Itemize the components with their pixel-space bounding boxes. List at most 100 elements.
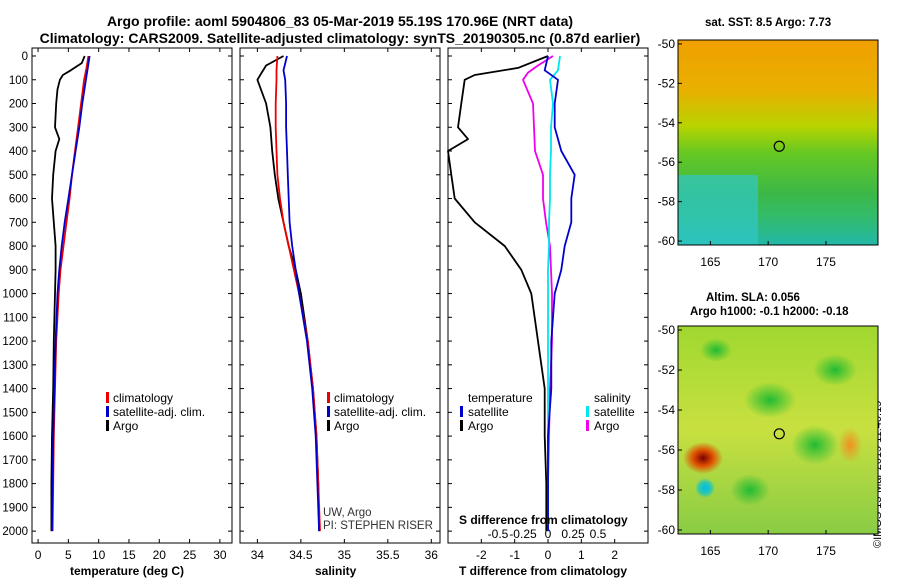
- series-line-salinity-argo: [256, 55, 320, 532]
- sst-map-title: sat. SST: 8.5 Argo: 7.73: [705, 17, 832, 29]
- depth-tick-label: 2000: [2, 526, 28, 538]
- legend-swatch-s-satellite: [586, 406, 589, 417]
- depth-tick-label: 1600: [2, 431, 28, 443]
- map-lon-tick-label: 165: [700, 255, 720, 269]
- legend-label-satellite: satellite-adj. clim.: [334, 405, 426, 419]
- series-line-temperature-satellite-adj-clim-: [51, 55, 91, 532]
- x-tick-label: 30: [213, 548, 227, 562]
- legend-swatch-s-argo: [586, 420, 589, 431]
- legend-swatch-argo: [327, 420, 330, 431]
- series-line-difference-s-satellite: [547, 55, 561, 532]
- depth-tick-label: 1200: [2, 336, 28, 348]
- depth-tick-label: 1800: [2, 479, 28, 491]
- s-tick-label: 0: [545, 527, 552, 541]
- sla-map-frame: [677, 325, 879, 535]
- series-line-difference-t-satellite: [543, 55, 576, 532]
- float-owner-annotation: UW, Argo: [323, 507, 372, 519]
- salinity-legend: climatology satellite-adj. clim. Argo UW…: [323, 391, 433, 532]
- depth-tick-label: 1000: [2, 289, 28, 301]
- series-line-salinity-climatology: [274, 55, 321, 532]
- x-tick-label: 35: [338, 548, 352, 562]
- map-lat-tick-label: -56: [658, 443, 676, 457]
- legend-label-t-satellite: satellite: [468, 405, 509, 419]
- map-lat-tick-label: -60: [658, 523, 676, 537]
- map-lat-tick-label: -52: [658, 76, 676, 90]
- depth-tick-label: 900: [9, 265, 28, 277]
- float-pi-annotation: PI: STEPHEN RISER: [323, 520, 433, 532]
- depth-tick-label: 100: [9, 75, 28, 87]
- x-tick-label: 36: [425, 548, 439, 562]
- series-line-difference-s-argo: [522, 55, 554, 532]
- x-tick-label: 34: [251, 548, 265, 562]
- depth-tick-label: 1700: [2, 455, 28, 467]
- s-difference-axis-label: S difference from climatology: [459, 513, 628, 527]
- sst-map: [677, 39, 879, 246]
- x-tick-label: 0: [545, 548, 552, 562]
- profile-lines: [50, 55, 576, 532]
- temperature-panel-frame: [31, 47, 233, 544]
- difference-legend-temperature: temperature satellite Argo: [460, 391, 533, 433]
- depth-tick-label: 0: [22, 51, 28, 63]
- temperature-legend: climatology satellite-adj. clim. Argo: [106, 391, 205, 433]
- map-lon-tick-label: 170: [758, 544, 778, 558]
- difference-axis-label: T difference from climatology: [459, 564, 627, 578]
- x-tick-label: 0: [35, 548, 42, 562]
- map-lat-tick-label: -54: [658, 403, 676, 417]
- s-tick-label: 0.25: [561, 527, 585, 541]
- s-tick-label: -0.25: [509, 527, 537, 541]
- x-tick-label: 20: [153, 548, 167, 562]
- temperature-axis-label: temperature (deg C): [70, 564, 184, 578]
- legend-label-argo: Argo: [334, 419, 360, 433]
- legend-label-s-satellite: satellite: [594, 405, 635, 419]
- sla-map-title-line2: Argo h1000: -0.1 h2000: -0.18: [690, 306, 849, 318]
- legend-heading-temperature: temperature: [468, 391, 533, 405]
- map-lat-tick-label: -56: [658, 155, 676, 169]
- legend-swatch-t-argo: [460, 420, 463, 431]
- map-lon-tick-label: 175: [816, 544, 836, 558]
- legend-heading-salinity: salinity: [594, 391, 631, 405]
- map-lat-tick-label: -50: [658, 37, 676, 51]
- series-line-difference-t-argo: [447, 55, 549, 532]
- depth-tick-label: 1900: [2, 502, 28, 514]
- x-tick-label: -2: [476, 548, 487, 562]
- depth-tick-label: 800: [9, 241, 28, 253]
- legend-label-t-argo: Argo: [468, 419, 494, 433]
- legend-label-climatology: climatology: [334, 391, 394, 405]
- salinity-axis-label: salinity: [315, 564, 357, 578]
- legend-swatch-climatology: [327, 392, 330, 403]
- x-tick-label: 10: [92, 548, 106, 562]
- x-tick-label: 2: [611, 548, 618, 562]
- sla-high-blob: [838, 427, 862, 463]
- depth-tick-label: 1500: [2, 407, 28, 419]
- s-tick-label: 0.5: [590, 527, 607, 541]
- sst-map-frame: [677, 39, 879, 246]
- map-lat-tick-label: -50: [658, 323, 676, 337]
- depth-tick-label: 300: [9, 122, 28, 134]
- float-position-marker: [773, 428, 785, 440]
- sla-low-blob: [695, 478, 715, 498]
- difference-legend-salinity: salinity satellite Argo: [586, 391, 635, 433]
- map-lat-tick-label: -54: [658, 116, 676, 130]
- x-tick-label: -1: [509, 548, 520, 562]
- map-axes: 165 170 175 -50 -52 -54 -56 -58 -60 165 170 175 -50 -…: [658, 37, 837, 558]
- depth-tick-label: 1400: [2, 384, 28, 396]
- sla-low-blob: [791, 425, 839, 465]
- map-lon-tick-label: 165: [700, 544, 720, 558]
- legend-swatch-satellite: [106, 406, 109, 417]
- map-lon-tick-label: 170: [758, 255, 778, 269]
- sla-map: [677, 325, 879, 535]
- series-line-temperature-argo: [50, 55, 86, 532]
- legend-swatch-satellite: [327, 406, 330, 417]
- x-tick-label: 15: [122, 548, 136, 562]
- legend-label-argo: Argo: [113, 419, 139, 433]
- depth-tick-label: 500: [9, 170, 28, 182]
- float-position-marker: [773, 140, 785, 152]
- x-tick-label: 34.5: [289, 548, 313, 562]
- sla-low-blob: [730, 474, 770, 506]
- sla-low-blob: [744, 382, 796, 418]
- salinity-panel-frame: [239, 47, 441, 544]
- figure-title-line1: Argo profile: aoml 5904806_83 05-Mar-201…: [106, 13, 574, 29]
- series-line-salinity-satellite-adj-clim-: [282, 55, 320, 532]
- map-lat-tick-label: -52: [658, 363, 676, 377]
